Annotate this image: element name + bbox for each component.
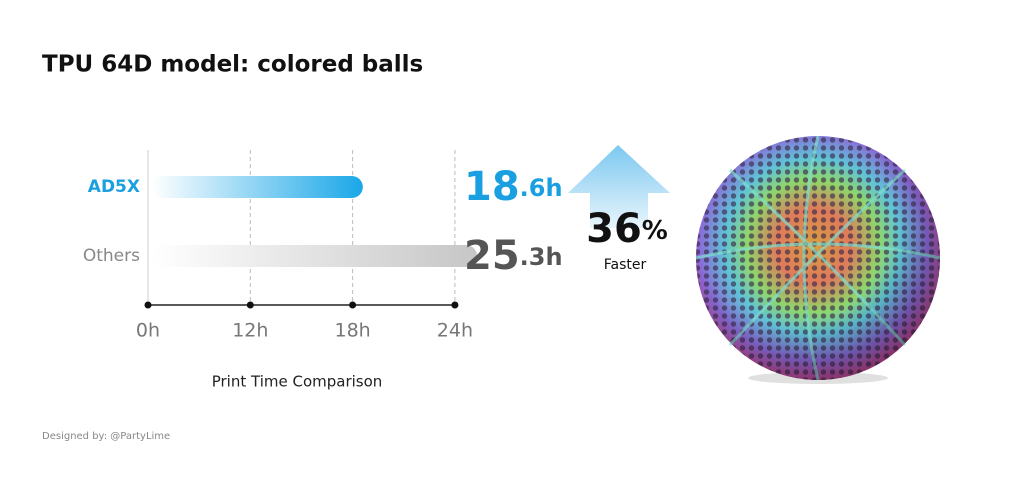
x-tick-label: 12h <box>232 320 268 342</box>
tick-mark <box>144 301 152 309</box>
tick-mark <box>451 301 459 309</box>
bar <box>152 176 363 198</box>
annotation-label: Faster <box>604 257 647 273</box>
value-label: 18.6h <box>464 164 563 210</box>
x-axis-label: Print Time Comparison <box>212 373 383 391</box>
x-tick-label: 18h <box>334 320 370 342</box>
annotation: 36% <box>586 206 668 252</box>
value-label: 25.3h <box>464 233 563 279</box>
tick-mark <box>246 301 254 309</box>
faster-arrow <box>568 145 670 228</box>
category-label: Others <box>83 246 140 266</box>
x-tick-label: 0h <box>136 320 160 342</box>
ball-shade <box>696 136 940 380</box>
x-tick-label: 24h <box>437 320 473 342</box>
tick-mark <box>349 301 357 309</box>
credit: Designed by: @PartyLime <box>42 431 170 442</box>
title: TPU 64D model: colored balls <box>42 52 423 78</box>
category-label: AD5X <box>88 177 140 197</box>
bar <box>152 245 478 267</box>
